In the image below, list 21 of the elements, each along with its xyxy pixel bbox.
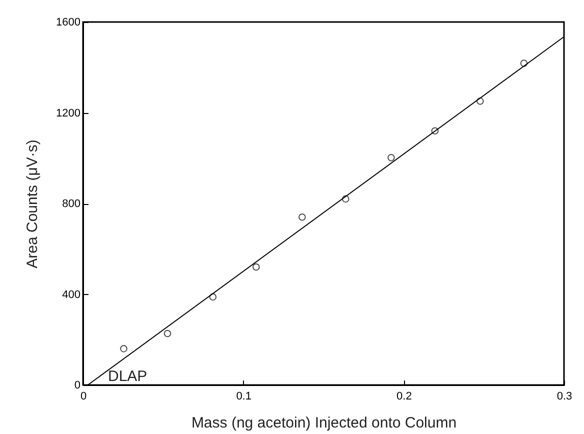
x-tick-label: 0.1 <box>236 390 252 402</box>
x-tick-label: 0.3 <box>556 390 572 402</box>
point <box>209 293 217 301</box>
x-tick-label: 0.2 <box>396 390 412 402</box>
point <box>520 60 528 67</box>
x-axis-title: Mass (ng acetoin) Injected onto Column <box>191 414 457 432</box>
y-tick-label: 400 <box>62 288 80 301</box>
point <box>476 98 484 105</box>
point <box>298 213 306 221</box>
point <box>120 345 128 352</box>
annotation: DLAP <box>108 368 148 385</box>
y-axis-title: Area Counts (μV·s) <box>24 140 42 268</box>
point <box>342 195 350 203</box>
point <box>252 263 260 271</box>
y-tick-label: 1600 <box>56 16 80 28</box>
y-tick-label: 0 <box>74 380 80 392</box>
point <box>164 330 172 338</box>
y-tick-label: 800 <box>62 198 80 210</box>
y-tick-label: 1200 <box>56 107 80 120</box>
point <box>388 154 395 162</box>
point <box>431 127 439 135</box>
